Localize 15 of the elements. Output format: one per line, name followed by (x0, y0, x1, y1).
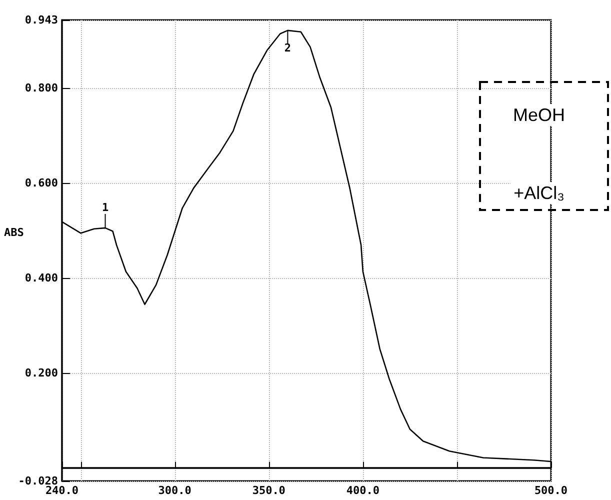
y-tick-label: 0.600 (24, 176, 58, 190)
annotation: +AlCl₃ (514, 183, 564, 203)
y-tick-label: 0.800 (24, 81, 58, 94)
y-tick-label: 0.943 (24, 14, 58, 26)
y-tick-label: 0.400 (24, 271, 58, 284)
annotation: 1 (102, 200, 109, 214)
annotation: MeOH (512, 105, 566, 125)
annotation: 2 (284, 41, 292, 54)
x-tick-label: 240.0 (45, 484, 79, 497)
x-tick-label: 300.0 (158, 484, 192, 497)
x-tick-label: 400.0 (346, 484, 380, 497)
y-tick-label: 0.200 (24, 366, 58, 380)
y-axis-title: ABS (4, 226, 24, 240)
x-tick-label: 350.0 (252, 484, 286, 497)
x-tick-label: 500.0 (534, 484, 568, 497)
